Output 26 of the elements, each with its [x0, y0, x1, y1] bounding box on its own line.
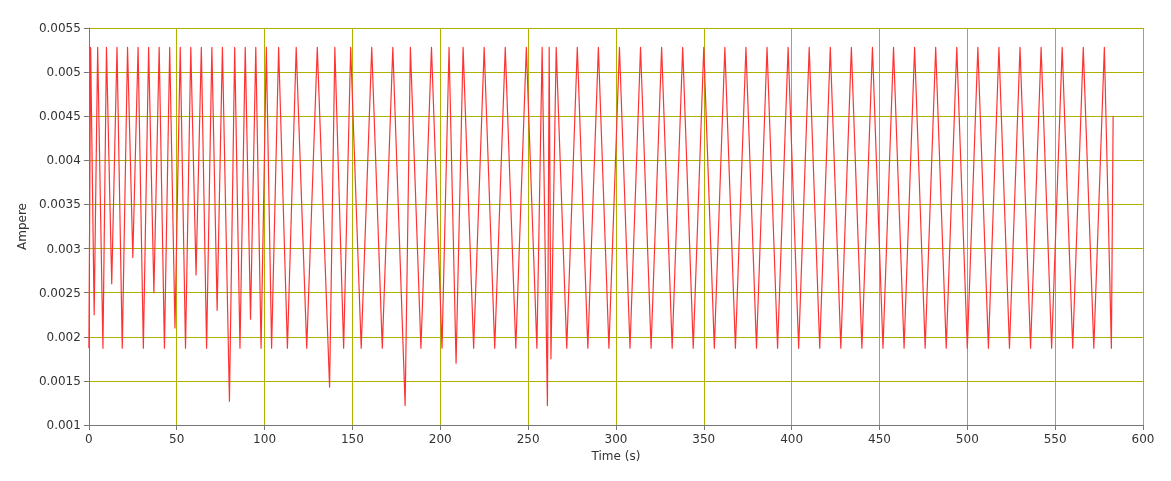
y-tick-label: 0.001: [46, 418, 81, 432]
line-series: [88, 46, 1114, 407]
y-tick-label: 0.0045: [38, 109, 81, 124]
x-tick-label: 500: [955, 432, 979, 446]
y-tick-label: 0.0025: [38, 285, 81, 300]
x-tick-label: 300: [604, 432, 628, 446]
y-tick-label: 0.0035: [38, 197, 81, 212]
y-tick-label: 0.002: [46, 329, 81, 344]
y-tick-label: 0.005: [46, 65, 81, 80]
y-axis-title: Ampere: [15, 203, 29, 250]
y-tick-label: 0.0015: [38, 373, 81, 388]
x-tick-label: 150: [340, 432, 364, 446]
x-tick-label: 350: [692, 432, 716, 446]
x-tick-label: 550: [1043, 432, 1067, 446]
x-tick-label: 50: [169, 432, 185, 446]
x-tick-label: 400: [780, 432, 804, 446]
y-tick-label: 0.0055: [38, 21, 81, 35]
x-tick-label: 200: [428, 432, 452, 446]
y-tick-label: 0.004: [46, 153, 81, 168]
x-tick-label: 250: [516, 432, 540, 446]
y-tick-label: 0.003: [46, 241, 81, 256]
x-tick-label: 0: [85, 432, 93, 446]
x-tick-label: 100: [253, 432, 277, 446]
x-tick-label: 600: [1131, 432, 1155, 446]
x-axis-title: Time (s): [590, 448, 641, 463]
x-tick-label: 450: [868, 432, 891, 446]
